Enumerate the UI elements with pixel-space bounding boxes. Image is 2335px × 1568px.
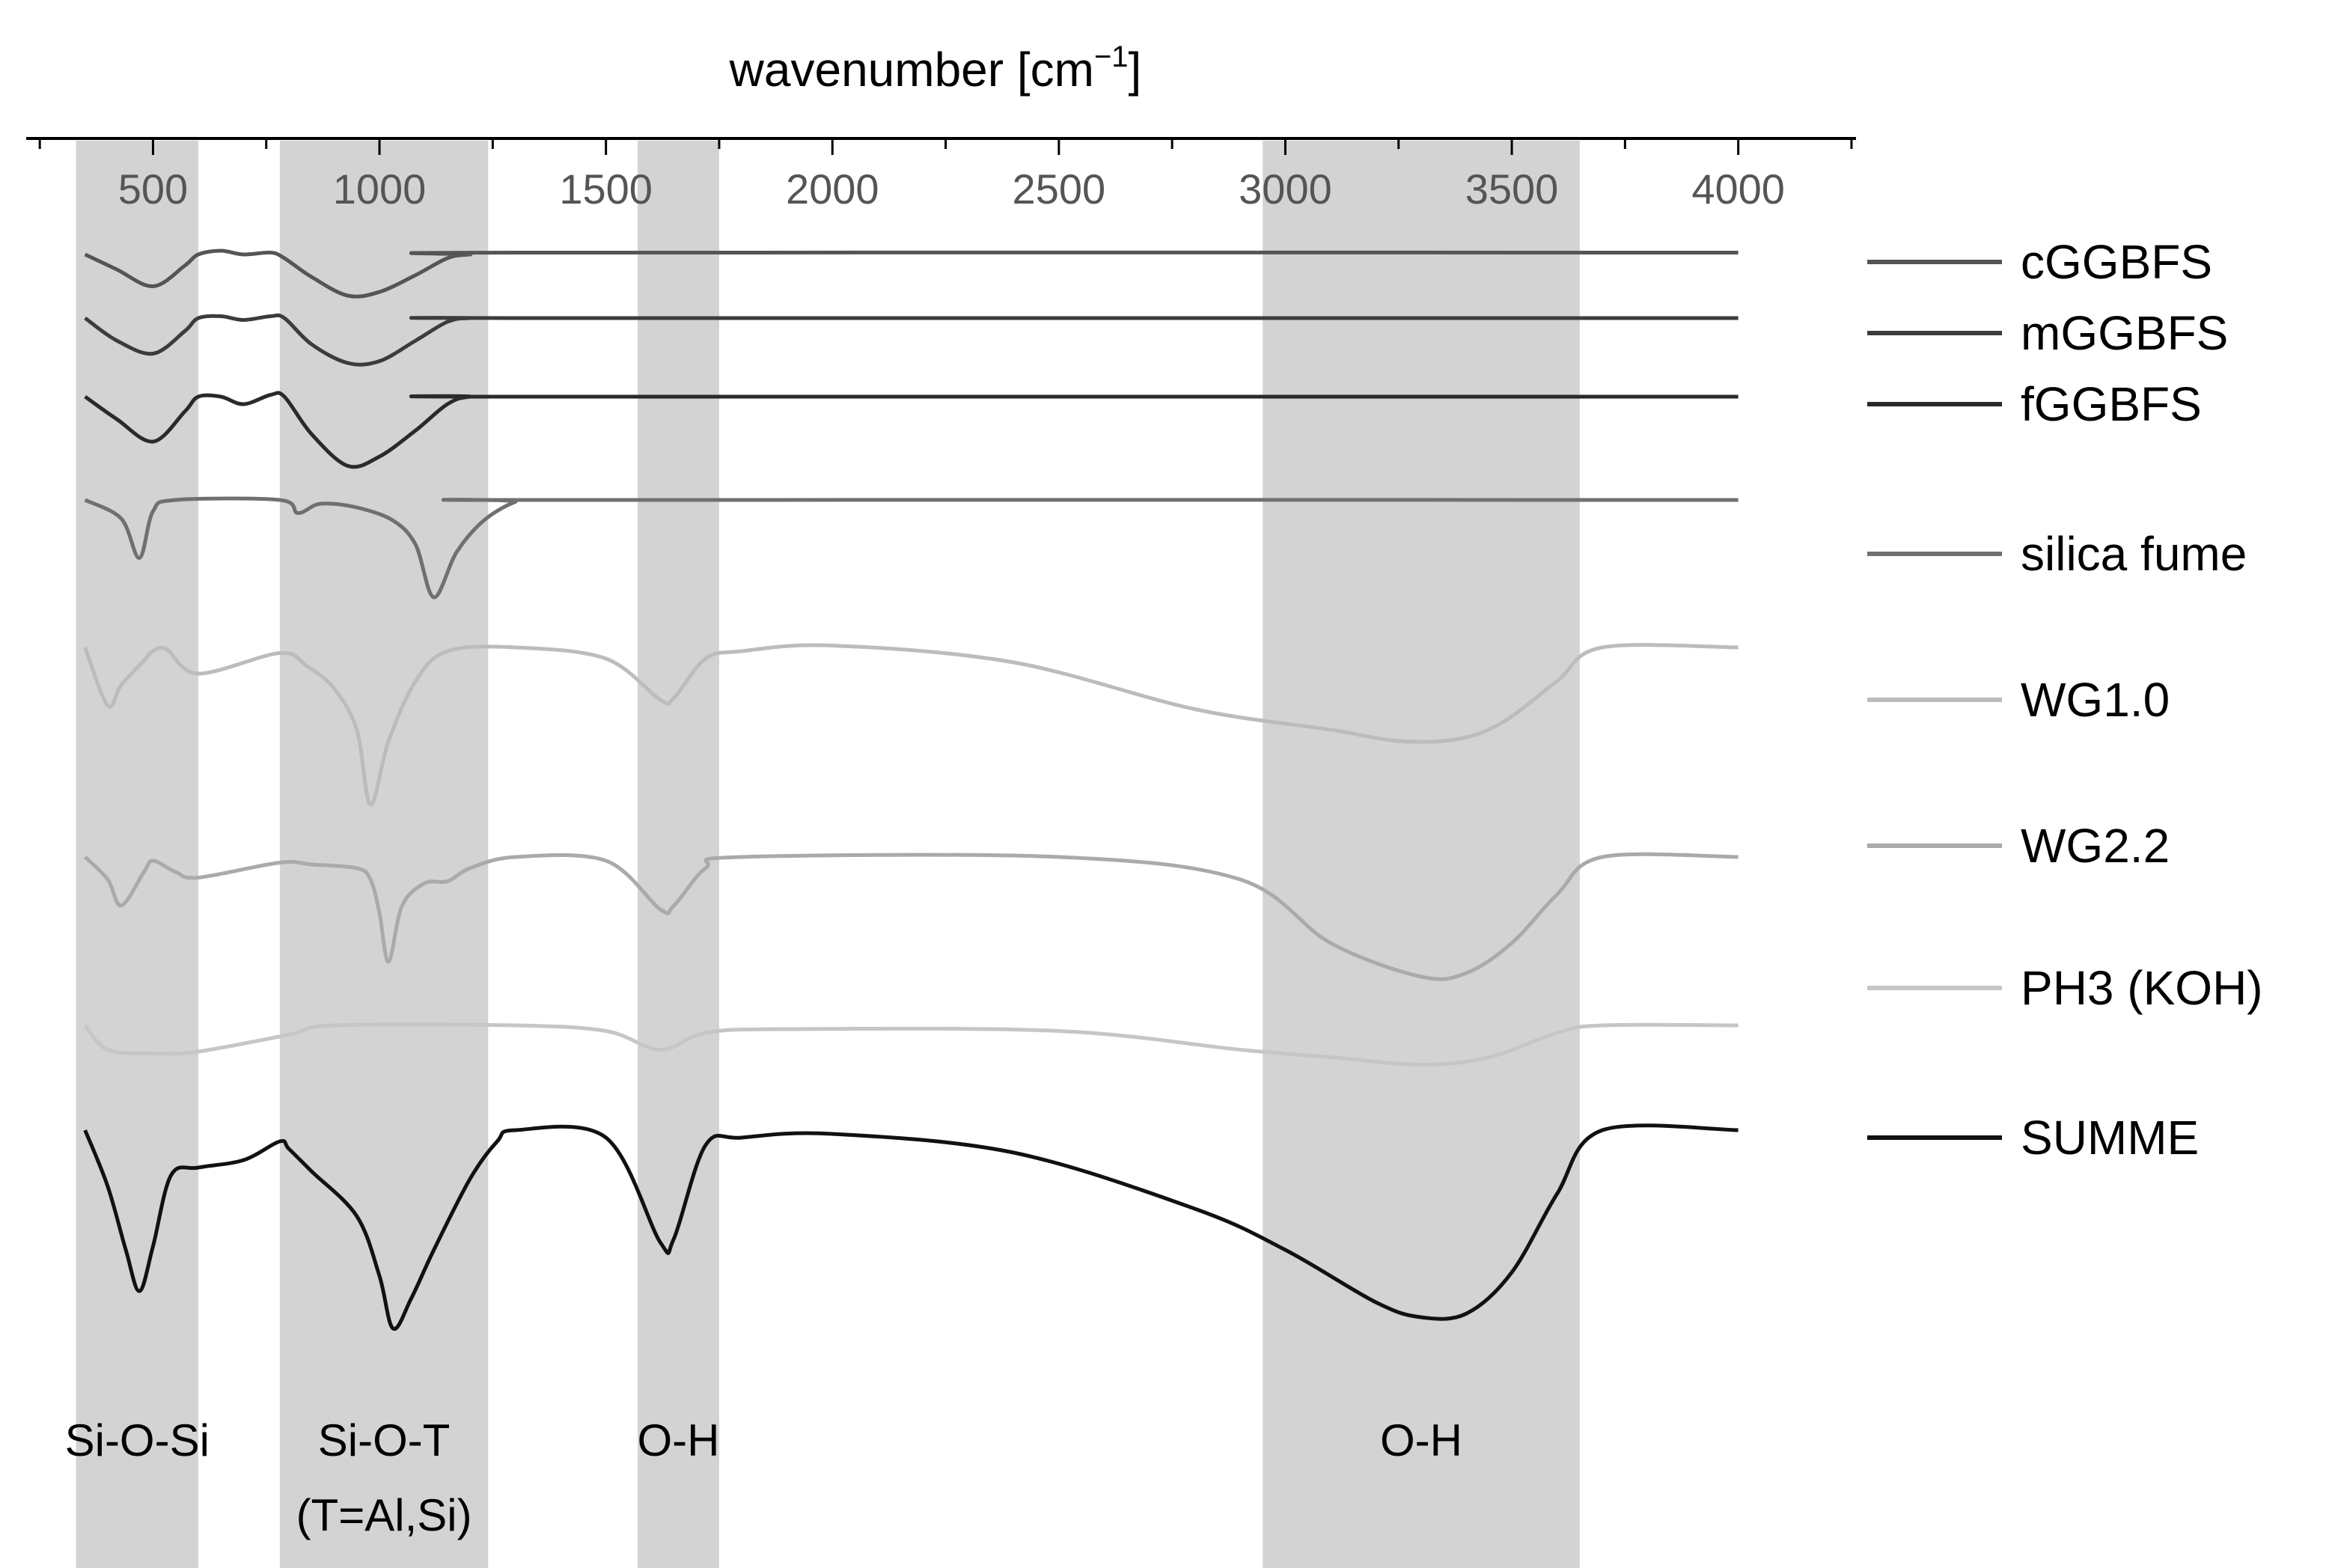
x-tick-label: 3000	[1239, 165, 1332, 213]
legend: cGGBFS mGGBFS fGGBFS silica fume WG1.0 WG2.2 P…	[1867, 235, 2263, 1165]
series-line-cggbfs	[84, 248, 1739, 299]
shaded-band-3	[638, 141, 719, 1568]
shaded-band-4	[1263, 141, 1580, 1568]
shaded-band-1	[76, 141, 198, 1568]
band-label-4: O-H	[1380, 1415, 1462, 1465]
x-axis-label: wavenumber [cm−1]	[729, 40, 1142, 97]
x-tick-label: 3500	[1465, 165, 1559, 213]
legend-label-fggbfs: fGGBFS	[2021, 377, 2202, 431]
legend-label-silica-fume: silica fume	[2021, 527, 2247, 581]
series-line-wg1-0	[83, 643, 1739, 807]
band-label-2: Si-O-T	[318, 1415, 451, 1465]
series-line-summe	[83, 1123, 1739, 1331]
legend-label-ph3-koh: PH3 (KOH)	[2021, 961, 2263, 1015]
x-axis: wavenumber [cm−1] 500 1000 1500 2000 2500 300…	[26, 40, 1856, 213]
legend-label-wg2-2: WG2.2	[2021, 819, 2170, 873]
band-labels: Si-O-Si Si-O-T (T=Al,Si) O-H O-H	[65, 1415, 1462, 1540]
legend-label-mggbfs: mGGBFS	[2021, 306, 2228, 360]
band-label-1: Si-O-Si	[65, 1415, 210, 1465]
series-line-silica-fume	[84, 496, 1739, 600]
shaded-bands	[76, 141, 1580, 1568]
series-line-wg2-2	[83, 852, 1739, 981]
band-label-3: O-H	[637, 1415, 719, 1465]
legend-label-cggbfs: cGGBFS	[2021, 235, 2212, 289]
x-tick-label: 1000	[333, 165, 427, 213]
shaded-band-2	[279, 141, 489, 1568]
x-tick-label: 1500	[559, 165, 653, 213]
series-line-ph3-koh	[83, 1022, 1739, 1067]
series-line-fggbfs	[84, 391, 1739, 469]
legend-label-summe: SUMME	[2021, 1111, 2199, 1165]
x-tick-label: 2500	[1013, 165, 1106, 213]
x-tick-label: 2000	[786, 165, 879, 213]
spectra-series	[83, 248, 1739, 1331]
x-tick-label: 4000	[1691, 165, 1785, 213]
legend-label-wg1-0: WG1.0	[2021, 673, 2170, 727]
series-line-mggbfs	[84, 313, 1739, 367]
band-sublabel-2: (T=Al,Si)	[296, 1490, 472, 1540]
x-tick-label: 500	[118, 165, 188, 213]
